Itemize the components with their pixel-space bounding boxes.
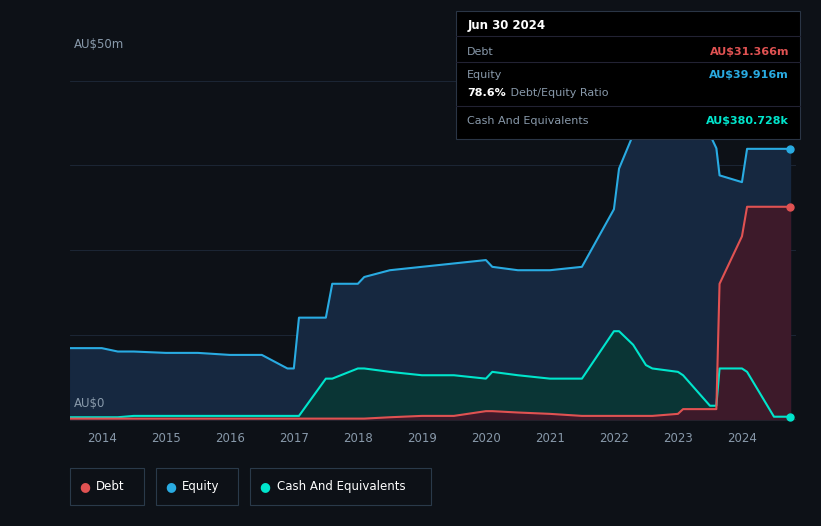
Text: AU$50m: AU$50m bbox=[73, 38, 124, 52]
Text: ●: ● bbox=[259, 480, 271, 493]
Text: Debt: Debt bbox=[467, 47, 494, 57]
Text: Cash And Equivalents: Cash And Equivalents bbox=[277, 480, 406, 493]
Text: Debt/Equity Ratio: Debt/Equity Ratio bbox=[507, 88, 608, 98]
Text: AU$0: AU$0 bbox=[73, 397, 105, 410]
Text: ●: ● bbox=[165, 480, 177, 493]
Text: Equity: Equity bbox=[182, 480, 220, 493]
Text: AU$39.916m: AU$39.916m bbox=[709, 70, 789, 80]
Text: ●: ● bbox=[79, 480, 90, 493]
Text: Debt: Debt bbox=[96, 480, 125, 493]
Text: Cash And Equivalents: Cash And Equivalents bbox=[467, 116, 589, 126]
Text: AU$31.366m: AU$31.366m bbox=[709, 47, 789, 57]
Text: Equity: Equity bbox=[467, 70, 502, 80]
Text: 78.6%: 78.6% bbox=[467, 88, 506, 98]
Text: Jun 30 2024: Jun 30 2024 bbox=[467, 19, 545, 33]
Legend: Debt, Equity, Cash And Equivalents: Debt, Equity, Cash And Equivalents bbox=[76, 461, 374, 486]
Text: AU$380.728k: AU$380.728k bbox=[706, 116, 789, 126]
